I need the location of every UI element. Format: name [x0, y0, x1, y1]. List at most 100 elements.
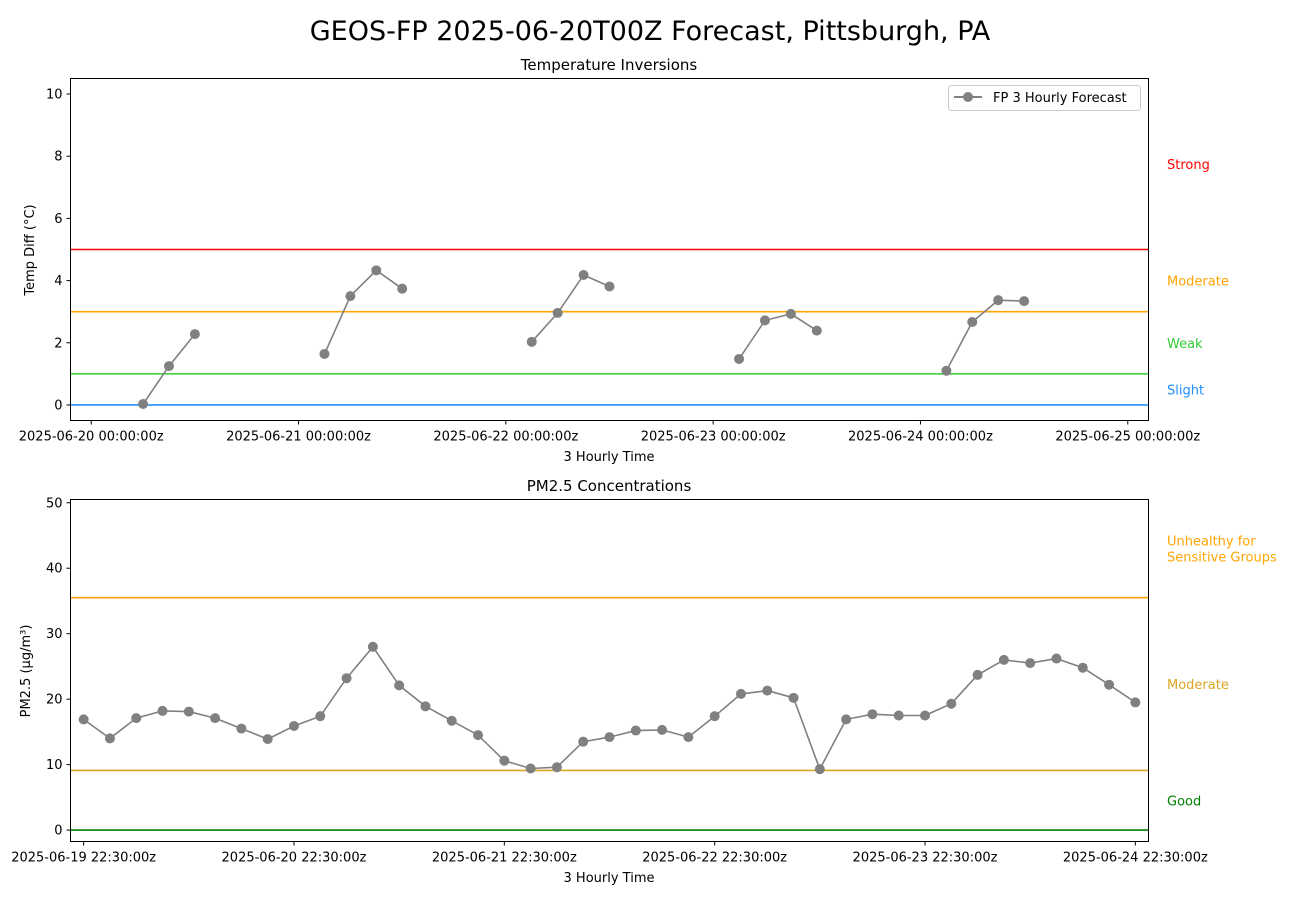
- x-tick-label: 2025-06-23 00:00:00z: [641, 430, 786, 445]
- pm25-data-point: [1130, 697, 1141, 708]
- x-tick-label: 2025-06-23 22:30:00z: [853, 851, 998, 866]
- inversion-series-line: [323, 269, 403, 355]
- inversion-category-label: Moderate: [1167, 275, 1229, 290]
- pm25-data-point: [841, 714, 852, 725]
- pm25-data-point: [262, 734, 273, 745]
- inversion-category-labels: Slight Weak Moderate Strong: [1167, 158, 1229, 398]
- x-tick-label: 2025-06-22 22:30:00z: [642, 851, 787, 866]
- pm25-data-point: [1025, 658, 1036, 669]
- inversion-category-label: Strong: [1167, 158, 1210, 173]
- temperature-y-axis-label: Temp Diff (°C): [23, 204, 38, 296]
- aqi-category-labels: Good Moderate Unhealthy for Sensitive Group…: [1167, 535, 1277, 810]
- temperature-inversion-panel: Temperature Inversions 0 2 4 6 8 10 2025-06-2…: [19, 56, 1229, 465]
- pm25-data-point: [893, 710, 904, 721]
- pm25-data-point: [946, 698, 957, 709]
- inversion-data-point: [371, 265, 382, 276]
- pm25-y-axis: 0 10 20 30 40 50: [46, 496, 71, 839]
- temperature-x-axis: 2025-06-20 00:00:00z 2025-06-21 00:00:00z…: [19, 420, 1200, 445]
- pm25-data-point: [78, 714, 89, 725]
- y-tick-label: 10: [46, 758, 63, 773]
- y-tick-label: 0: [54, 824, 62, 839]
- pm25-data-point: [210, 713, 221, 724]
- pm25-data-point: [814, 764, 825, 775]
- pm25-data-point: [867, 709, 878, 720]
- inversion-data-point: [397, 283, 408, 294]
- temperature-panel-title: Temperature Inversions: [520, 56, 698, 74]
- inversion-data-point: [189, 329, 200, 340]
- legend-box: [948, 85, 1141, 111]
- pm25-data-point: [394, 680, 405, 691]
- inversion-data-point: [759, 315, 770, 326]
- inversion-series-line: [531, 273, 610, 343]
- y-tick-label: 6: [54, 212, 62, 227]
- inversion-series-line: [738, 313, 818, 360]
- pm25-category-label: Unhealthy for Sensitive Groups: [1167, 535, 1277, 566]
- pm25-series-line: [83, 645, 1136, 772]
- temperature-threshold-lines: [70, 248, 1149, 406]
- inversion-data-point: [345, 291, 356, 302]
- pm25-data-point: [157, 705, 168, 716]
- pm25-data-point: [183, 706, 194, 717]
- pm25-plot-frame: [70, 499, 1149, 842]
- pm25-data-point: [499, 755, 510, 766]
- legend-marker-swatch: [963, 92, 973, 102]
- pm25-data-point: [1051, 653, 1062, 664]
- y-tick-label: 8: [54, 150, 62, 165]
- pm25-threshold-lines: [70, 596, 1149, 831]
- pm25-panel-title: PM2.5 Concentrations: [527, 477, 692, 495]
- pm25-data-point: [788, 692, 799, 703]
- pm25-data-point: [920, 710, 931, 721]
- inversion-data-point: [734, 353, 745, 364]
- pm25-data-point: [288, 720, 299, 731]
- pm25-data-point: [630, 725, 641, 736]
- pm25-data-point: [709, 711, 720, 722]
- pm25-data-point: [446, 715, 457, 726]
- pm25-x-axis: 2025-06-19 22:30:00z 2025-06-20 22:30:00z…: [11, 841, 1208, 866]
- y-tick-label: 4: [54, 274, 62, 289]
- legend-label: FP 3 Hourly Forecast: [993, 91, 1127, 106]
- inversion-data-point: [604, 281, 615, 292]
- y-tick-label: 10: [46, 88, 63, 103]
- temperature-plot-frame: [70, 78, 1149, 421]
- pm25-data-point: [420, 701, 431, 712]
- inversion-data-point: [526, 336, 537, 347]
- pm25-data-point: [473, 730, 484, 741]
- inversion-data-point: [138, 399, 149, 410]
- inversion-data-point: [1019, 296, 1030, 307]
- inversion-data-point: [552, 307, 563, 318]
- pm25-panel: PM2.5 Concentrations 0 10 20 30 40 50 2025-06…: [11, 477, 1277, 886]
- pm25-data-point: [657, 724, 668, 735]
- pm25-data-point: [604, 732, 615, 743]
- pm25-y-axis-label: PM2.5 (µg/m³): [19, 625, 34, 718]
- y-tick-label: 50: [46, 496, 63, 511]
- x-tick-label: 2025-06-24 00:00:00z: [848, 430, 993, 445]
- pm25-data-point: [131, 713, 142, 724]
- inversion-data-point: [319, 348, 330, 359]
- x-tick-label: 2025-06-25 00:00:00z: [1055, 430, 1200, 445]
- temperature-x-axis-label: 3 Hourly Time: [564, 450, 655, 465]
- inversion-data-point: [993, 295, 1004, 306]
- inversion-data-point: [811, 325, 822, 336]
- pm25-data-point: [998, 654, 1009, 665]
- pm25-x-axis-label: 3 Hourly Time: [564, 871, 655, 886]
- y-tick-label: 40: [46, 562, 63, 577]
- x-tick-label: 2025-06-19 22:30:00z: [11, 851, 156, 866]
- y-tick-label: 0: [54, 398, 62, 413]
- pm25-data-point: [551, 762, 562, 773]
- pm25-data-point: [972, 669, 983, 680]
- y-tick-label: 20: [46, 693, 63, 708]
- temperature-legend: FP 3 Hourly Forecast: [948, 85, 1141, 111]
- y-tick-label: 2: [54, 336, 62, 351]
- pm25-data-point: [762, 685, 773, 696]
- pm25-data-point: [341, 673, 352, 684]
- temperature-y-axis: 0 2 4 6 8 10: [46, 88, 71, 413]
- pm25-data-point: [236, 723, 247, 734]
- pm25-data-point: [367, 641, 378, 652]
- inversion-data-point: [967, 316, 978, 327]
- pm25-data-point: [315, 711, 326, 722]
- pm25-data-point: [104, 733, 115, 744]
- x-tick-label: 2025-06-22 00:00:00z: [433, 430, 578, 445]
- inversion-category-label: Weak: [1167, 337, 1203, 352]
- pm25-category-label: Moderate: [1167, 678, 1229, 693]
- y-tick-label: 30: [46, 627, 63, 642]
